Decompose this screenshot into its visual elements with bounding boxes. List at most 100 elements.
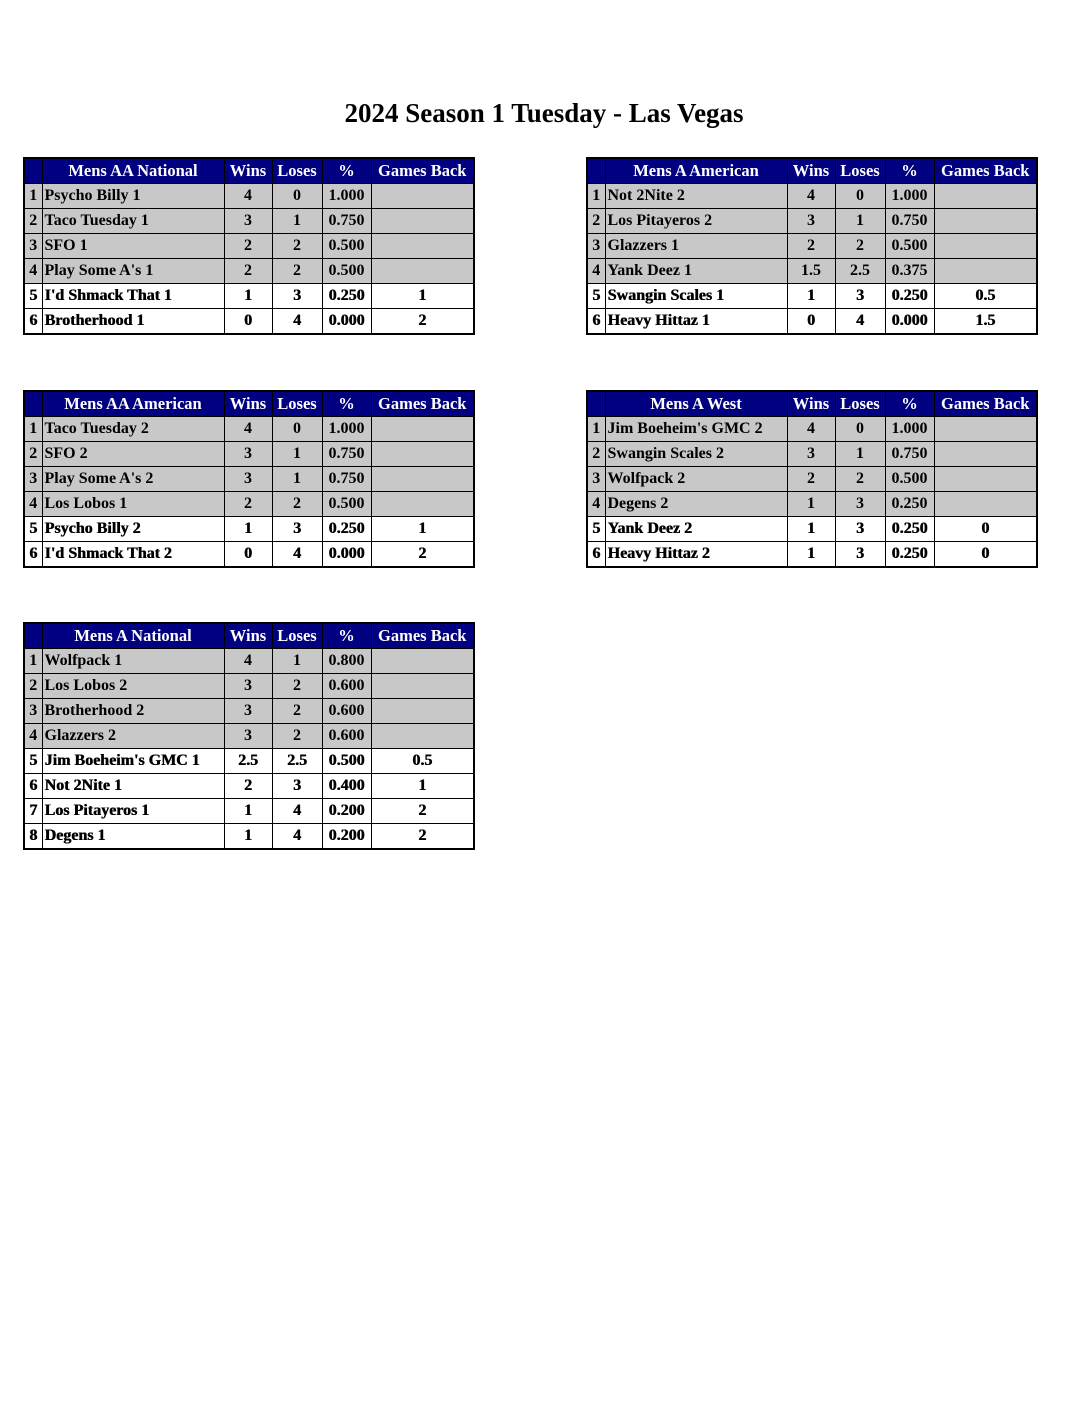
pct-cell: 0.600 (321, 673, 372, 699)
table-row: 1 Not 2Nite 2 4 0 1.000 (586, 183, 1038, 209)
team-name-cell: Wolfpack 2 (604, 466, 788, 492)
pct-cell: 0.750 (321, 441, 372, 467)
header-row: Mens AA National Wins Loses% Games Back (23, 157, 475, 184)
rank-header (23, 622, 43, 649)
division-name: Mens AA National (41, 157, 225, 184)
table-row: 1 Wolfpack 1 4 1 0.800 (23, 648, 475, 674)
rank-cell: 8 (23, 823, 43, 850)
loses-header: Loses (271, 157, 323, 184)
table-row: 7 Los Pitayeros 1 1 4 0.200 2 (23, 798, 475, 824)
table-row: 3 Glazzers 1 2 2 0.500 (586, 233, 1038, 259)
loses-cell: 2.5 (271, 748, 323, 774)
team-name-cell: Degens 1 (41, 823, 225, 850)
rank-cell: 2 (23, 441, 43, 467)
division-name: Mens A West (604, 390, 788, 417)
rank-cell: 4 (586, 258, 606, 284)
pct-cell: 0.600 (321, 723, 372, 749)
pct-cell: 0.000 (321, 541, 372, 568)
loses-cell: 1 (271, 441, 323, 467)
rank-cell: 3 (586, 466, 606, 492)
rank-cell: 5 (23, 748, 43, 774)
rank-header (586, 390, 606, 417)
gb-cell: 1 (370, 283, 475, 309)
standings-table: Mens AA National Wins Loses% Games Back 1 Psy… (23, 157, 475, 335)
wins-header: Wins (786, 390, 836, 417)
pct-cell: 0.200 (321, 798, 372, 824)
wins-header: Wins (786, 157, 836, 184)
pct-cell: 0.200 (321, 823, 372, 850)
team-name-cell: Los Lobos 2 (41, 673, 225, 699)
gb-cell: 0.5 (933, 283, 1038, 309)
team-name-cell: Brotherhood 2 (41, 698, 225, 724)
pct-header: % (884, 390, 935, 417)
wins-header: Wins (223, 622, 273, 649)
wins-cell: 3 (223, 723, 273, 749)
team-name-cell: Brotherhood 1 (41, 308, 225, 335)
games-back-header: Games Back (370, 157, 475, 184)
standings-table: Mens A American Wins Loses% Games Back 1 Not … (586, 157, 1038, 335)
wins-cell: 1 (223, 283, 273, 309)
wins-cell: 1 (786, 283, 836, 309)
rank-cell: 1 (23, 648, 43, 674)
rank-cell: 6 (586, 308, 606, 335)
table-row: 4 Play Some A's 1 2 2 0.500 (23, 258, 475, 284)
pct-cell: 1.000 (321, 183, 372, 209)
loses-cell: 4 (271, 798, 323, 824)
gb-cell (370, 183, 475, 209)
pct-cell: 0.250 (884, 283, 935, 309)
table-row: 5 I'd Shmack That 1 1 3 0.250 1 (23, 283, 475, 309)
wins-cell: 3 (223, 698, 273, 724)
rank-cell: 2 (23, 208, 43, 234)
games-back-header: Games Back (933, 157, 1038, 184)
table-row: 2 SFO 2 3 1 0.750 (23, 441, 475, 467)
gb-cell (370, 698, 475, 724)
team-name-cell: Play Some A's 1 (41, 258, 225, 284)
table-row: 4 Glazzers 2 3 2 0.600 (23, 723, 475, 749)
team-name-cell: I'd Shmack That 1 (41, 283, 225, 309)
loses-header: Loses (271, 622, 323, 649)
wins-cell: 2.5 (223, 748, 273, 774)
rank-cell: 3 (23, 698, 43, 724)
gb-cell (370, 416, 475, 442)
loses-cell: 1 (271, 466, 323, 492)
rank-cell: 3 (586, 233, 606, 259)
rank-cell: 5 (586, 283, 606, 309)
wins-cell: 2 (223, 233, 273, 259)
gb-cell (370, 723, 475, 749)
wins-cell: 4 (223, 416, 273, 442)
pct-cell: 0.250 (884, 541, 935, 568)
loses-cell: 0 (271, 183, 323, 209)
gb-cell (933, 233, 1038, 259)
table-row: 2 Swangin Scales 2 3 1 0.750 (586, 441, 1038, 467)
wins-cell: 3 (223, 673, 273, 699)
rank-cell: 1 (23, 183, 43, 209)
wins-cell: 4 (786, 416, 836, 442)
wins-cell: 0 (223, 308, 273, 335)
table-row: 3 Brotherhood 2 3 2 0.600 (23, 698, 475, 724)
division-name: Mens A National (41, 622, 225, 649)
team-name-cell: Play Some A's 2 (41, 466, 225, 492)
header-row: Mens AA American Wins Loses% Games Back (23, 390, 475, 417)
games-back-header: Games Back (370, 622, 475, 649)
pct-cell: 0.500 (321, 491, 372, 517)
gb-cell (370, 208, 475, 234)
pct-cell: 0.400 (321, 773, 372, 799)
wins-cell: 2 (786, 233, 836, 259)
table-row: 5 Swangin Scales 1 1 3 0.250 0.5 (586, 283, 1038, 309)
table-row: 1 Taco Tuesday 2 4 0 1.000 (23, 416, 475, 442)
pct-cell: 0.750 (321, 466, 372, 492)
team-name-cell: SFO 1 (41, 233, 225, 259)
rank-header (23, 390, 43, 417)
loses-cell: 1 (834, 208, 886, 234)
team-name-cell: Taco Tuesday 2 (41, 416, 225, 442)
pct-cell: 0.800 (321, 648, 372, 674)
team-name-cell: Psycho Billy 2 (41, 516, 225, 542)
rank-cell: 4 (23, 258, 43, 284)
header-row: Mens A West Wins Loses% Games Back (586, 390, 1038, 417)
table-row: 4 Yank Deez 1 1.5 2.5 0.375 (586, 258, 1038, 284)
team-name-cell: Heavy Hittaz 1 (604, 308, 788, 335)
team-name-cell: Glazzers 1 (604, 233, 788, 259)
team-name-cell: Los Pitayeros 1 (41, 798, 225, 824)
team-name-cell: I'd Shmack That 2 (41, 541, 225, 568)
wins-cell: 0 (786, 308, 836, 335)
